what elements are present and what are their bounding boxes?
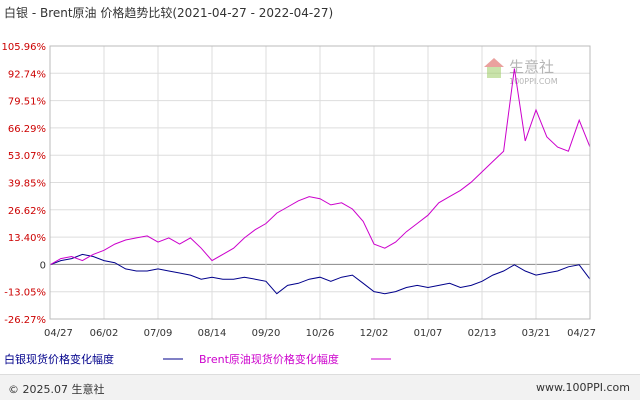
- series-line-brent: [49, 68, 591, 266]
- y-axis-ticks: 105.96% 92.74% 79.51% 66.29% 53.07% 39.85% 26.…: [2, 42, 47, 326]
- chart: 生意社 100PPI.COM 105.96% 92.74% 79.51% 66.29%…: [2, 42, 597, 366]
- footer-copyright: © 2025.07 生意社: [8, 383, 105, 396]
- series-layer: [49, 68, 591, 295]
- legend: 白银现货价格变化幅度 Brent原油现货价格变化幅度: [4, 352, 391, 366]
- x-tick-label: 08/14: [198, 328, 227, 339]
- y-tick-label: 53.07%: [8, 151, 46, 162]
- y-tick-label: 66.29%: [8, 124, 46, 135]
- watermark-name: 生意社: [509, 58, 554, 76]
- watermark-url: 100PPI.COM: [509, 77, 558, 86]
- house-logo-icon: [484, 58, 504, 78]
- y-tick-label: 26.62%: [8, 206, 46, 217]
- y-tick-label: -26.27%: [4, 315, 46, 326]
- y-tick-label: 0: [40, 260, 46, 271]
- x-tick-label: 04/27: [567, 328, 596, 339]
- x-tick-label: 04/27: [44, 328, 73, 339]
- footer: © 2025.07 生意社 www.100PPI.com: [0, 374, 640, 400]
- plot-border: [49, 45, 591, 320]
- grid: [49, 45, 591, 320]
- series-line-silver: [49, 253, 591, 295]
- legend-label-brent: Brent原油现货价格变化幅度: [199, 352, 339, 366]
- x-tick-label: 02/13: [468, 328, 497, 339]
- y-tick-label: 13.40%: [8, 233, 46, 244]
- y-tick-label: 79.51%: [8, 97, 46, 108]
- x-axis-ticks: 04/27 06/02 07/09 08/14 09/20 10/26 12/02 01/07…: [44, 328, 596, 339]
- x-tick-label: 10/26: [306, 328, 335, 339]
- x-tick-label: 07/09: [144, 328, 173, 339]
- y-tick-label: 105.96%: [2, 42, 47, 53]
- footer-url: www.100PPI.com: [536, 381, 630, 394]
- x-tick-label: 12/02: [360, 328, 389, 339]
- x-tick-label: 03/21: [522, 328, 551, 339]
- y-tick-label: 92.74%: [8, 69, 46, 80]
- chart-title: 白银 - Brent原油 价格趋势比较(2021-04-27 - 2022-04…: [4, 6, 334, 20]
- y-tick-label: -13.05%: [4, 288, 46, 299]
- x-tick-label: 01/07: [414, 328, 443, 339]
- legend-label-silver: 白银现货价格变化幅度: [4, 352, 114, 366]
- y-tick-label: 39.85%: [8, 179, 46, 190]
- x-tick-label: 06/02: [90, 328, 119, 339]
- watermark: 生意社 100PPI.COM: [484, 58, 558, 86]
- x-tick-label: 09/20: [252, 328, 281, 339]
